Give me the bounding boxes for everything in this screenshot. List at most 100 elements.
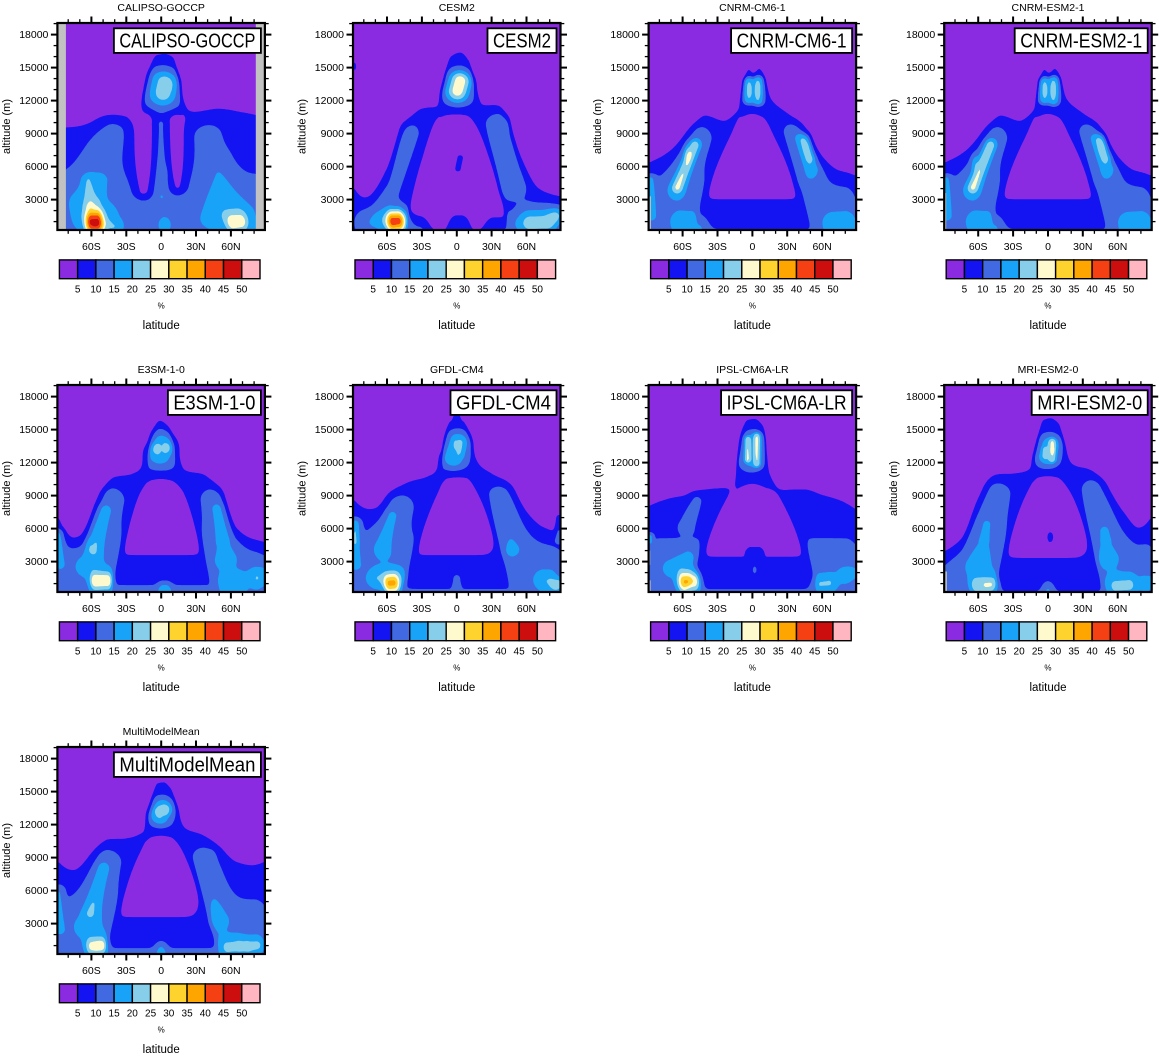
svg-text:9000: 9000: [912, 128, 936, 140]
svg-text:altitude (m): altitude (m): [1, 461, 13, 516]
svg-text:40: 40: [495, 284, 507, 295]
svg-text:9000: 9000: [912, 490, 936, 502]
svg-text:15: 15: [995, 284, 1007, 295]
svg-text:60S: 60S: [378, 241, 397, 253]
svg-text:35: 35: [773, 284, 785, 295]
svg-text:35: 35: [182, 284, 194, 295]
svg-text:18000: 18000: [19, 753, 48, 765]
svg-text:50: 50: [827, 284, 839, 295]
svg-text:60S: 60S: [82, 603, 101, 615]
svg-text:30N: 30N: [186, 965, 205, 977]
svg-text:60S: 60S: [82, 965, 101, 977]
svg-text:15: 15: [109, 646, 121, 657]
svg-text:40: 40: [1087, 284, 1099, 295]
svg-text:5: 5: [370, 284, 376, 295]
svg-text:latitude: latitude: [143, 320, 180, 332]
svg-text:60S: 60S: [673, 241, 692, 253]
svg-text:3000: 3000: [616, 556, 640, 568]
svg-text:60N: 60N: [221, 603, 240, 615]
svg-text:25: 25: [441, 646, 453, 657]
svg-text:25: 25: [441, 284, 453, 295]
svg-text:12000: 12000: [19, 457, 48, 469]
svg-text:25: 25: [1032, 646, 1044, 657]
svg-text:20: 20: [127, 646, 139, 657]
svg-text:40: 40: [791, 646, 803, 657]
svg-text:50: 50: [236, 284, 248, 295]
svg-text:9000: 9000: [25, 490, 49, 502]
svg-text:60N: 60N: [812, 241, 831, 253]
svg-text:9000: 9000: [321, 128, 345, 140]
svg-text:6000: 6000: [25, 523, 49, 535]
svg-text:30N: 30N: [1073, 241, 1092, 253]
svg-text:60S: 60S: [673, 603, 692, 615]
svg-text:12000: 12000: [19, 95, 48, 107]
svg-text:18000: 18000: [906, 29, 935, 41]
svg-text:6000: 6000: [912, 161, 936, 173]
svg-text:15000: 15000: [906, 62, 935, 74]
svg-text:altitude (m): altitude (m): [592, 99, 604, 154]
svg-text:6000: 6000: [616, 161, 640, 173]
svg-text:6000: 6000: [321, 523, 345, 535]
svg-text:45: 45: [218, 1008, 230, 1019]
svg-text:20: 20: [422, 284, 434, 295]
svg-text:15000: 15000: [610, 62, 639, 74]
svg-text:12000: 12000: [610, 457, 639, 469]
svg-text:5: 5: [75, 284, 81, 295]
svg-text:5: 5: [666, 284, 672, 295]
svg-text:CESM2: CESM2: [493, 31, 551, 53]
svg-text:40: 40: [200, 646, 212, 657]
svg-text:5: 5: [75, 1008, 81, 1019]
svg-text:60N: 60N: [221, 241, 240, 253]
svg-text:50: 50: [236, 646, 248, 657]
svg-text:0: 0: [454, 603, 460, 615]
svg-text:18000: 18000: [19, 391, 48, 403]
svg-text:35: 35: [773, 646, 785, 657]
svg-text:18000: 18000: [610, 29, 639, 41]
svg-text:15000: 15000: [19, 62, 48, 74]
svg-text:6000: 6000: [25, 885, 49, 897]
svg-text:3000: 3000: [616, 194, 640, 206]
svg-text:%: %: [158, 302, 165, 311]
svg-text:50: 50: [1123, 284, 1135, 295]
svg-text:%: %: [749, 664, 756, 673]
svg-text:9000: 9000: [321, 490, 345, 502]
svg-text:IPSL-CM6A-LR: IPSL-CM6A-LR: [716, 364, 789, 376]
svg-text:45: 45: [218, 646, 230, 657]
svg-text:30N: 30N: [1073, 603, 1092, 615]
svg-text:30S: 30S: [117, 965, 136, 977]
svg-text:20: 20: [1014, 646, 1026, 657]
svg-text:50: 50: [827, 646, 839, 657]
svg-text:15000: 15000: [315, 62, 344, 74]
svg-text:60N: 60N: [517, 603, 536, 615]
svg-text:9000: 9000: [25, 128, 49, 140]
svg-text:35: 35: [477, 284, 489, 295]
svg-text:12000: 12000: [315, 95, 344, 107]
svg-text:0: 0: [749, 603, 755, 615]
svg-text:3000: 3000: [321, 194, 345, 206]
svg-text:IPSL-CM6A-LR: IPSL-CM6A-LR: [727, 393, 847, 415]
svg-text:CNRM-CM6-1: CNRM-CM6-1: [719, 2, 786, 14]
svg-text:0: 0: [158, 241, 164, 253]
svg-text:30: 30: [163, 284, 175, 295]
svg-text:altitude (m): altitude (m): [888, 99, 900, 154]
svg-text:5: 5: [75, 646, 81, 657]
svg-text:%: %: [453, 302, 460, 311]
svg-text:20: 20: [1014, 284, 1026, 295]
svg-text:10: 10: [977, 284, 989, 295]
svg-text:3000: 3000: [912, 556, 936, 568]
svg-text:10: 10: [682, 284, 694, 295]
svg-text:MRI-ESM2-0: MRI-ESM2-0: [1018, 364, 1079, 376]
svg-text:45: 45: [1105, 284, 1117, 295]
svg-text:30N: 30N: [186, 241, 205, 253]
svg-text:15: 15: [700, 646, 712, 657]
svg-text:altitude (m): altitude (m): [297, 461, 309, 516]
svg-text:40: 40: [200, 1008, 212, 1019]
svg-text:9000: 9000: [616, 490, 640, 502]
svg-text:latitude: latitude: [438, 320, 475, 332]
svg-text:30N: 30N: [778, 603, 797, 615]
svg-text:CALIPSO-GOCCP: CALIPSO-GOCCP: [119, 31, 255, 53]
svg-text:15000: 15000: [19, 424, 48, 436]
svg-text:20: 20: [127, 1008, 139, 1019]
svg-text:CNRM-CM6-1: CNRM-CM6-1: [737, 31, 847, 53]
svg-text:30S: 30S: [117, 241, 136, 253]
